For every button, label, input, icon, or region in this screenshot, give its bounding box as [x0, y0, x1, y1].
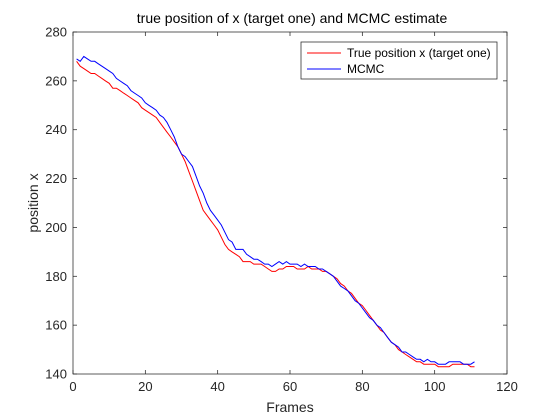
x-tick-label: 120: [496, 379, 518, 394]
series-line-2: [76, 55, 475, 365]
y-tick-label: 140: [45, 367, 67, 382]
legend-label-series-2: MCMC: [347, 62, 385, 76]
y-tick-label: 220: [45, 171, 67, 186]
series-layer: [76, 55, 475, 368]
x-tick-label: 20: [138, 379, 152, 394]
legend-label-series-1: True position x (target one): [347, 46, 491, 60]
y-axis-label: position x: [25, 173, 41, 232]
legend: True position x (target one) MCMC: [300, 41, 498, 80]
x-tick-label: 0: [69, 379, 76, 394]
x-tick-label: 80: [355, 379, 369, 394]
x-axis-label: Frames: [266, 399, 313, 415]
y-tick-label: 240: [45, 122, 67, 137]
series-line-1: [76, 61, 475, 368]
x-tick-label: 40: [210, 379, 224, 394]
legend-box: [300, 41, 498, 80]
axes-layer: 0 20 40 60 80 100 120 140 160 180 200 220 240 260 280: [45, 25, 518, 395]
x-tick-label: 100: [424, 379, 446, 394]
chart-title: true position of x (target one) and MCMC…: [137, 10, 448, 26]
y-tick-label: 260: [45, 73, 67, 88]
y-tick-label: 180: [45, 269, 67, 284]
y-tick-label: 200: [45, 220, 67, 235]
y-tick-label: 160: [45, 318, 67, 333]
x-tick-label: 60: [283, 379, 297, 394]
y-tick-label: 280: [45, 25, 67, 40]
plot-area: [73, 32, 507, 374]
